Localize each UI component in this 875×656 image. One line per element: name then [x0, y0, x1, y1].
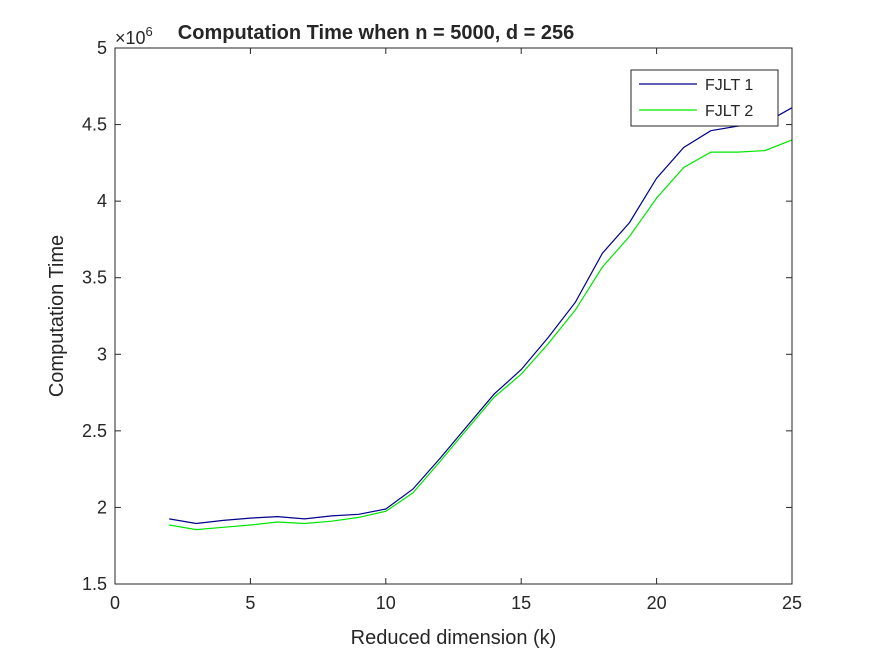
axes-box — [114, 47, 793, 585]
series-line-1 — [169, 107, 793, 525]
y-tick-label: 3.5 — [82, 268, 107, 288]
y-tick-label: 4 — [97, 191, 107, 211]
x-axis-label: Reduced dimension (k) — [351, 627, 557, 649]
y-exponent-base: ×10 — [115, 28, 146, 48]
x-tick-label: 20 — [647, 593, 667, 613]
y-exponent-power: 6 — [146, 24, 153, 39]
x-tick-label: 15 — [511, 593, 531, 613]
y-exponent-label: ×106 — [115, 24, 153, 48]
x-tick-label: 5 — [245, 593, 255, 613]
series-layer — [169, 107, 793, 531]
legend-label-fjlt-1: FJLT 1 — [705, 77, 753, 94]
legend: FJLT 1 FJLT 2 — [630, 69, 779, 127]
y-tick-label: 2 — [97, 497, 107, 517]
x-tick-label: 25 — [782, 593, 802, 613]
x-tick-label: 10 — [376, 593, 396, 613]
y-tick-label: 3 — [97, 344, 107, 364]
x-tick-label: 0 — [110, 593, 120, 613]
legend-label-fjlt-2: FJLT 2 — [705, 103, 753, 120]
legend-box — [630, 69, 779, 127]
y-tick-label: 2.5 — [82, 421, 107, 441]
ticks-layer: 0 5 10 15 20 25 1.5 2 2.5 3 3.5 4 4.5 5 — [82, 38, 802, 613]
y-axis-label: Computation Time — [46, 235, 68, 397]
y-tick-label: 1.5 — [82, 574, 107, 594]
chart-title: Computation Time when n = 5000, d = 256 — [178, 22, 574, 44]
y-tick-label: 5 — [97, 38, 107, 58]
series-line-2 — [169, 139, 793, 531]
y-tick-label: 4.5 — [82, 115, 107, 135]
